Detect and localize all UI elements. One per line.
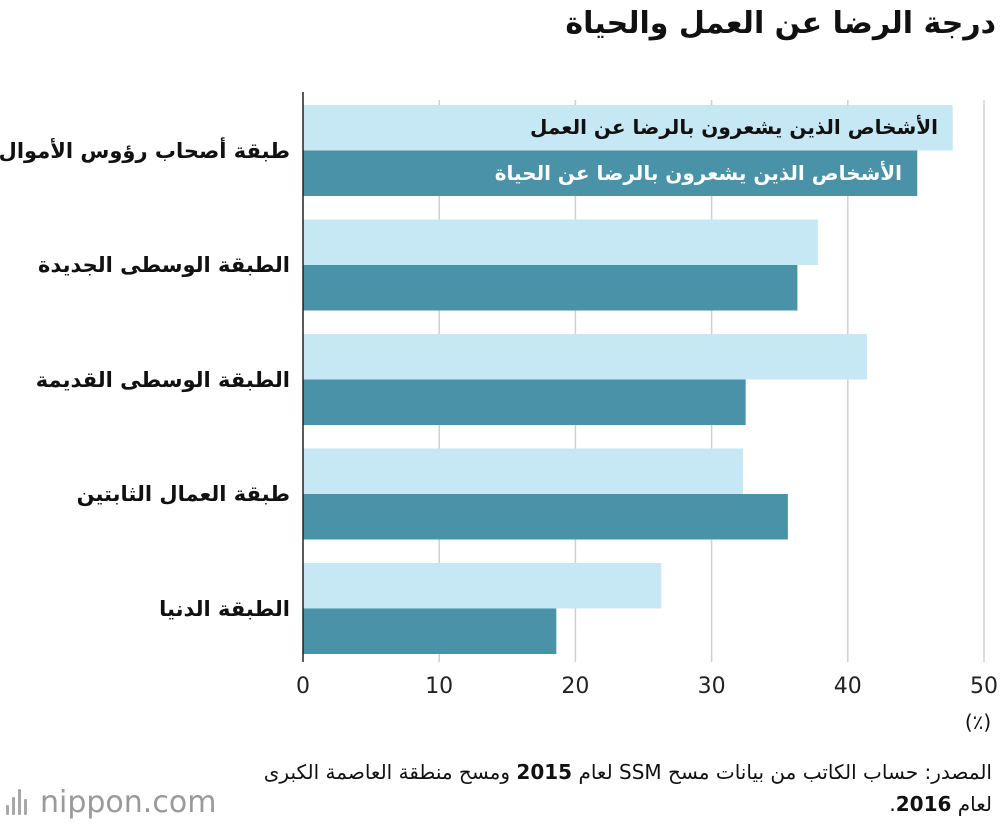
bar-life-satisfaction [303,265,798,311]
logo-mark-icon [6,787,32,817]
bar-work-satisfaction [303,219,818,265]
category-label: الطبقة الوسطى القديمة [35,367,290,392]
bar-life-satisfaction [303,379,746,425]
logo-text: nippon.com [40,784,217,820]
category-label: الطبقة الدنيا [159,596,290,621]
bar-work-satisfaction [303,448,743,494]
bar-work-satisfaction [303,105,953,151]
x-axis-unit: (٪) [964,710,992,734]
legend-label-work: الأشخاص الذين يشعرون بالرضا عن العمل [530,115,938,139]
x-tick-label: 30 [697,674,726,699]
category-label: الطبقة الوسطى الجديدة [38,253,290,277]
category-label: طبقة العمال الثابتين [76,482,290,506]
legend-label-life: الأشخاص الذين يشعرون بالرضا عن الحياة [494,161,902,185]
bar-life-satisfaction [303,150,918,196]
source-note: المصدر: حساب الكاتب من بيانات مسح SSM لع… [263,760,992,816]
x-tick-label: 40 [833,674,862,699]
x-tick-label: 50 [970,674,998,699]
bar-life-satisfaction [303,608,557,654]
bar-work-satisfaction [303,334,867,380]
bar-life-satisfaction [303,494,788,540]
x-tick-label: 20 [561,674,590,699]
x-tick-label: 0 [296,674,310,699]
category-label: طبقة أصحاب رؤوس الأموال [0,138,290,163]
chart-title: درجة الرضا عن العمل والحياة [565,6,996,41]
x-tick-label: 10 [425,674,454,699]
bar-work-satisfaction [303,563,662,609]
nippon-logo: nippon.com [6,782,216,822]
